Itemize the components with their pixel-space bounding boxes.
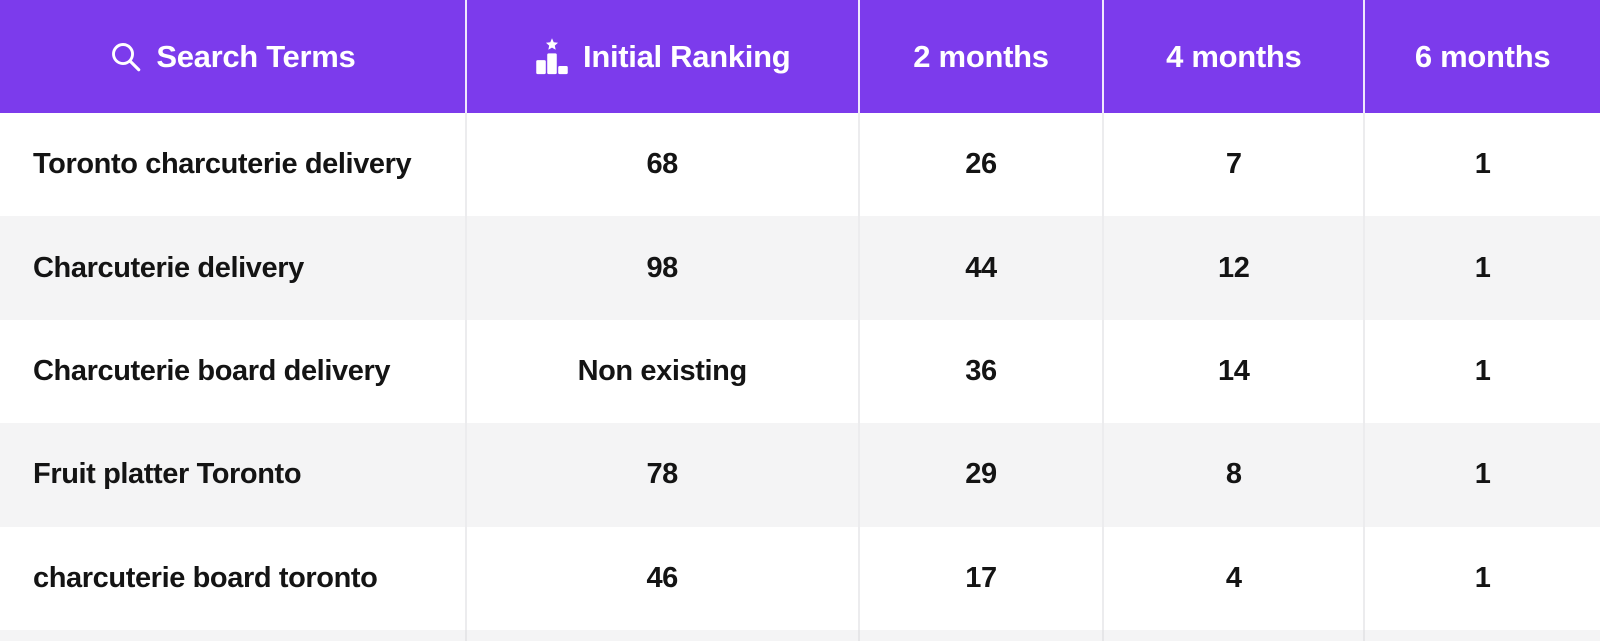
initial-ranking-cell: 98 bbox=[464, 216, 858, 320]
header-label: 4 months bbox=[1166, 38, 1302, 74]
podium-icon bbox=[534, 37, 570, 77]
header-2-months: 2 months bbox=[857, 0, 1103, 113]
4-months-cell: 12 bbox=[1102, 216, 1363, 320]
4-months-cell: 4 bbox=[1102, 526, 1363, 630]
empty-cell bbox=[0, 630, 465, 641]
empty-cell bbox=[857, 629, 1103, 641]
6-months-cell: 1 bbox=[1363, 113, 1600, 217]
4-months-cell: 14 bbox=[1102, 319, 1363, 424]
empty-cell bbox=[1363, 629, 1600, 641]
header-4-months: 4 months bbox=[1102, 0, 1363, 113]
initial-ranking-cell: 46 bbox=[464, 526, 858, 630]
search-term-cell: Fruit platter Toronto bbox=[33, 458, 302, 491]
initial-ranking-cell: 68 bbox=[464, 113, 858, 217]
partial-next-row bbox=[0, 629, 1600, 641]
table-row: charcuterie board toronto 46 17 4 1 bbox=[0, 526, 1600, 630]
header-search-terms: Search Terms bbox=[0, 0, 465, 113]
table-row: Fruit platter Toronto 78 29 8 1 bbox=[0, 423, 1600, 527]
search-icon bbox=[109, 40, 143, 74]
header-label: Search Terms bbox=[156, 38, 356, 74]
table-row: Charcuterie delivery 98 44 12 1 bbox=[0, 216, 1600, 320]
header-6-months: 6 months bbox=[1363, 0, 1600, 113]
4-months-cell: 8 bbox=[1102, 423, 1363, 527]
table-header-row: Search Terms Initial Ranking 2 months 4 … bbox=[0, 0, 1600, 113]
header-label: Initial Ranking bbox=[583, 38, 791, 74]
2-months-cell: 17 bbox=[857, 526, 1103, 630]
2-months-cell: 26 bbox=[857, 113, 1103, 217]
header-initial-ranking: Initial Ranking bbox=[464, 0, 858, 113]
search-term-cell: Toronto charcuterie delivery bbox=[33, 148, 412, 181]
search-term-cell: Charcuterie delivery bbox=[33, 251, 304, 284]
empty-cell bbox=[1102, 629, 1363, 641]
6-months-cell: 1 bbox=[1363, 319, 1600, 424]
2-months-cell: 29 bbox=[857, 423, 1103, 527]
initial-ranking-cell: Non existing bbox=[464, 319, 858, 424]
search-term-cell: Charcuterie board delivery bbox=[33, 354, 391, 387]
empty-cell bbox=[464, 629, 858, 641]
initial-ranking-cell: 78 bbox=[464, 423, 858, 527]
table-row: Toronto charcuterie delivery 68 26 7 1 bbox=[0, 113, 1600, 217]
6-months-cell: 1 bbox=[1363, 526, 1600, 630]
6-months-cell: 1 bbox=[1363, 216, 1600, 320]
header-label: 6 months bbox=[1414, 38, 1551, 74]
search-term-cell: charcuterie board toronto bbox=[33, 561, 378, 594]
4-months-cell: 7 bbox=[1102, 113, 1363, 217]
6-months-cell: 1 bbox=[1363, 423, 1600, 527]
header-label: 2 months bbox=[913, 38, 1049, 74]
table-row: Charcuterie board delivery Non existing … bbox=[0, 319, 1600, 424]
2-months-cell: 44 bbox=[857, 216, 1103, 320]
2-months-cell: 36 bbox=[857, 319, 1103, 424]
